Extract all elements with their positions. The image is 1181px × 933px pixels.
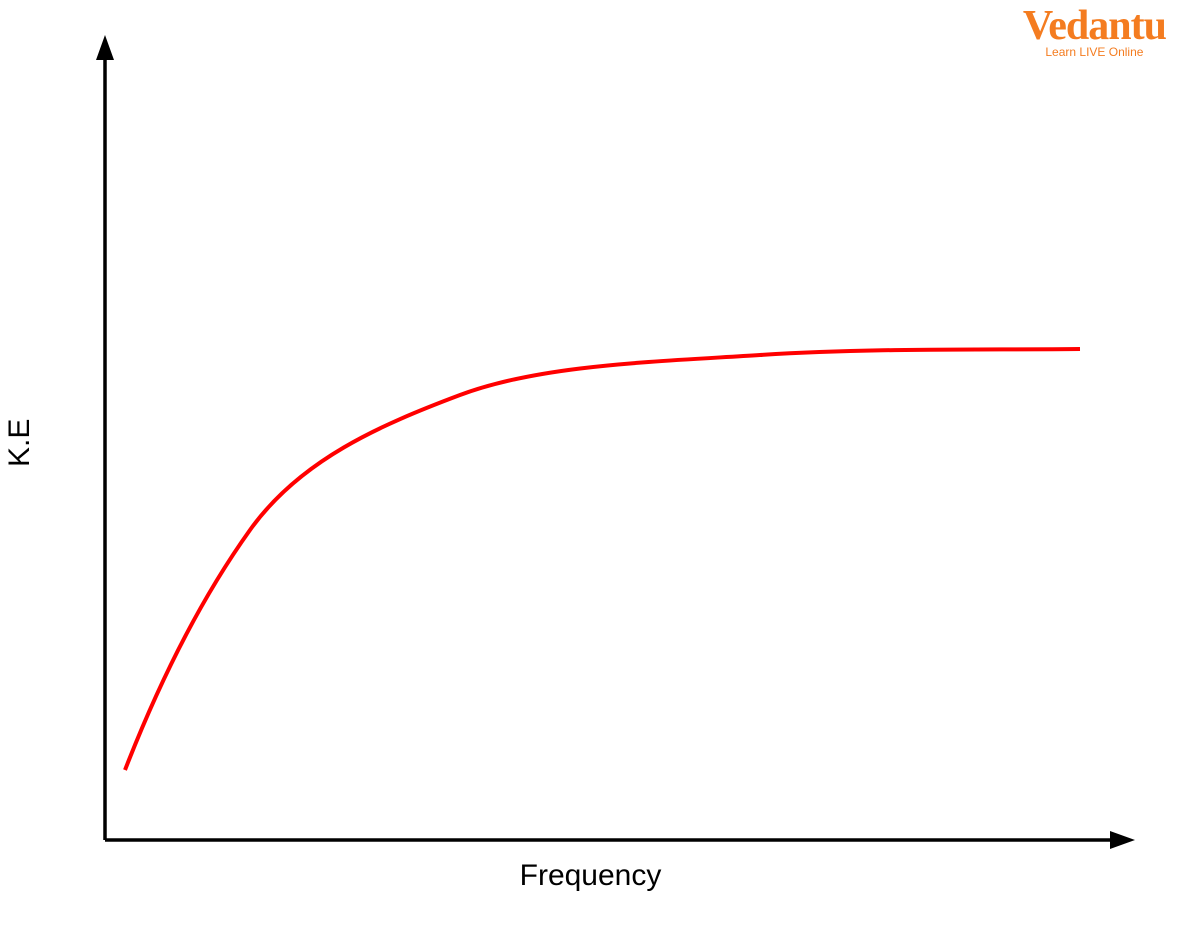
chart-svg bbox=[0, 0, 1181, 933]
chart-container: K.E Frequency Vedantu Learn LIVE Online bbox=[0, 0, 1181, 933]
x-axis-arrow bbox=[1110, 831, 1135, 849]
y-axis-arrow bbox=[96, 35, 114, 60]
ke-frequency-curve bbox=[125, 349, 1080, 770]
y-axis-label: K.E bbox=[3, 419, 37, 467]
brand-name: Vedantu bbox=[1023, 5, 1166, 47]
x-axis-label: Frequency bbox=[520, 859, 662, 893]
brand-logo: Vedantu Learn LIVE Online bbox=[1023, 5, 1166, 59]
